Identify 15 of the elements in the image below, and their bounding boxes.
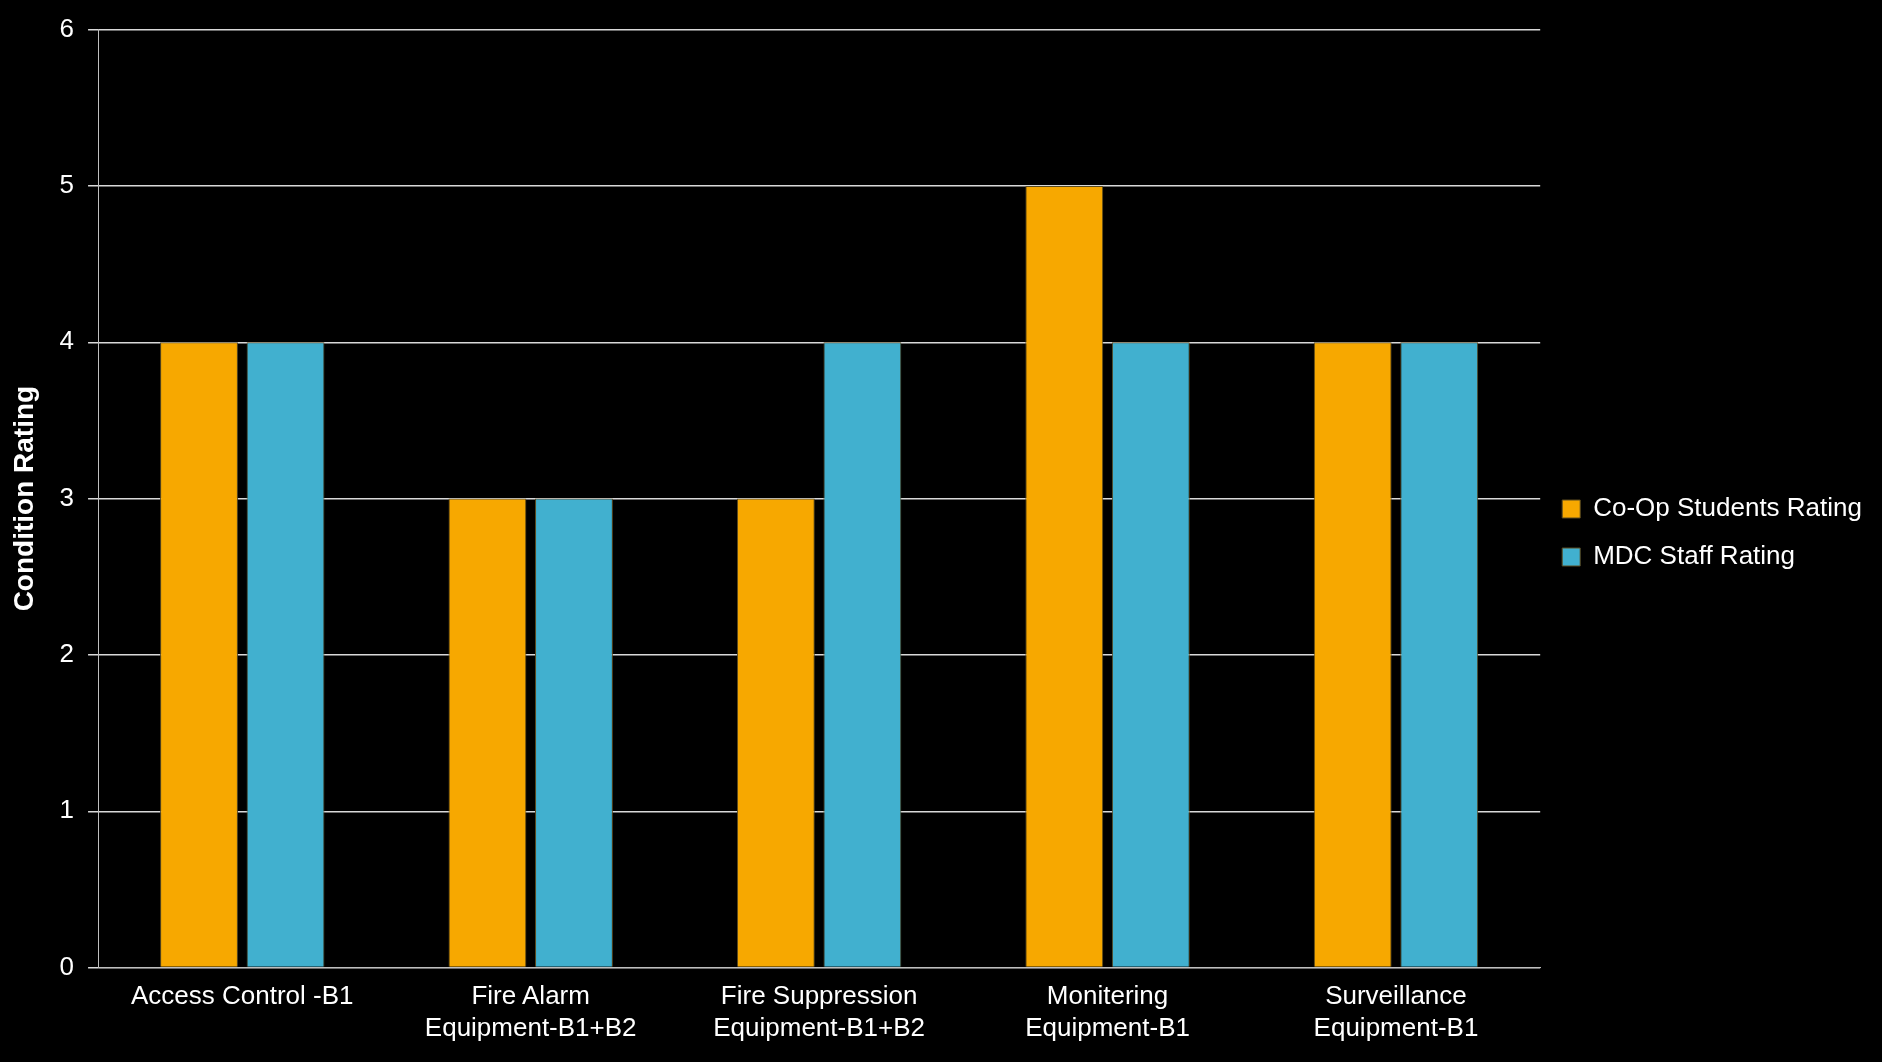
y-tick-label: 5 — [59, 169, 75, 200]
x-tick-label: Fire Suppression Equipment-B1+B2 — [713, 980, 925, 1042]
legend-label: MDC Staff Rating — [1593, 540, 1796, 571]
y-tick-label: 3 — [59, 481, 75, 512]
y-tick-label: 4 — [59, 325, 75, 356]
x-tick-label: Fire Alarm Equipment-B1+B2 — [424, 980, 637, 1042]
x-tick-label: Access Control -B1 — [131, 980, 354, 1011]
y-tick-label: 1 — [59, 794, 75, 825]
y-tick-label: 2 — [59, 638, 75, 669]
y-axis-title: Condition Rating — [7, 385, 39, 612]
y-tick-label: 0 — [59, 950, 75, 981]
y-tick-label: 6 — [59, 12, 75, 43]
legend-label: Co-Op Students Rating — [1593, 492, 1862, 523]
x-tick-label: Monitering Equipment-B1 — [1025, 980, 1190, 1042]
x-tick-label: Surveillance Equipment-B1 — [1313, 980, 1479, 1042]
